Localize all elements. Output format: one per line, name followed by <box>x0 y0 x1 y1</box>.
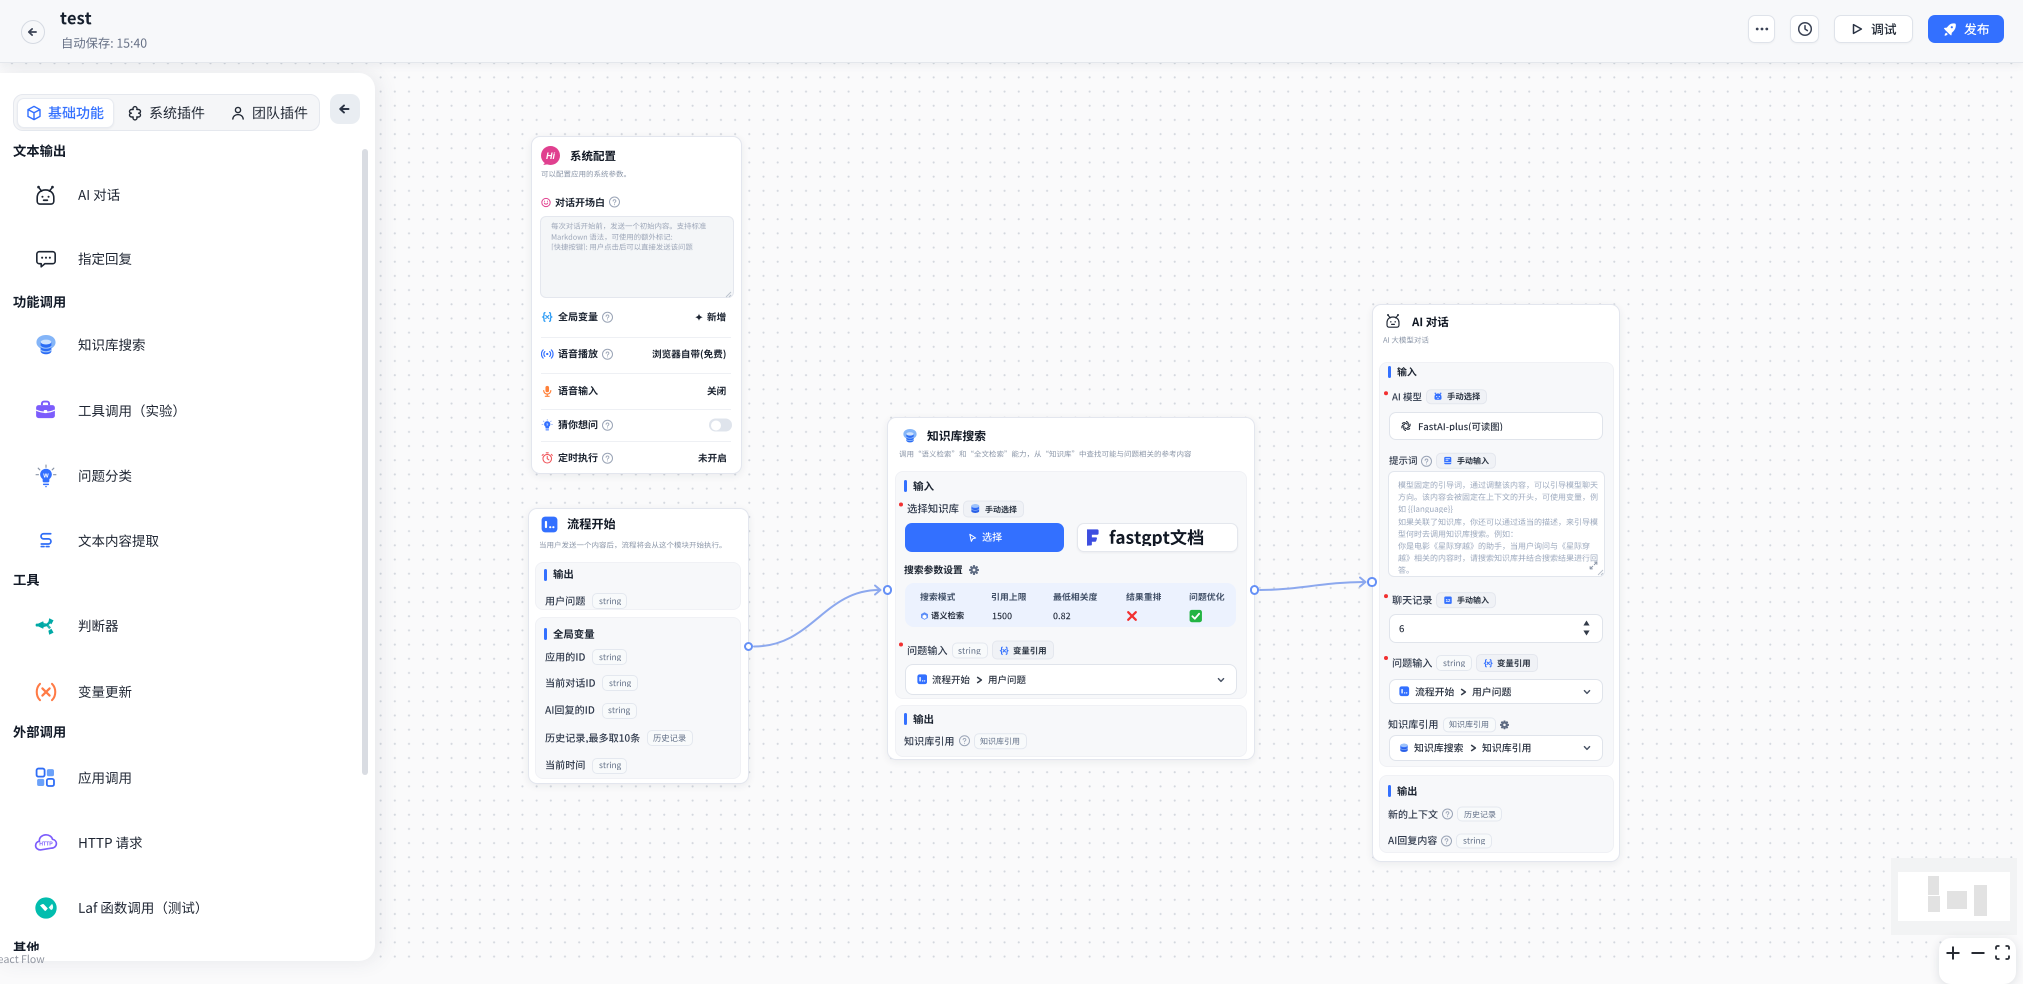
svg-text:HTTP: HTTP <box>39 842 53 848</box>
svg-text:?: ? <box>546 422 549 427</box>
svg-text:Hi: Hi <box>546 151 555 161</box>
svg-text:12: 12 <box>1446 598 1451 603</box>
svg-text:w: w <box>42 473 49 480</box>
